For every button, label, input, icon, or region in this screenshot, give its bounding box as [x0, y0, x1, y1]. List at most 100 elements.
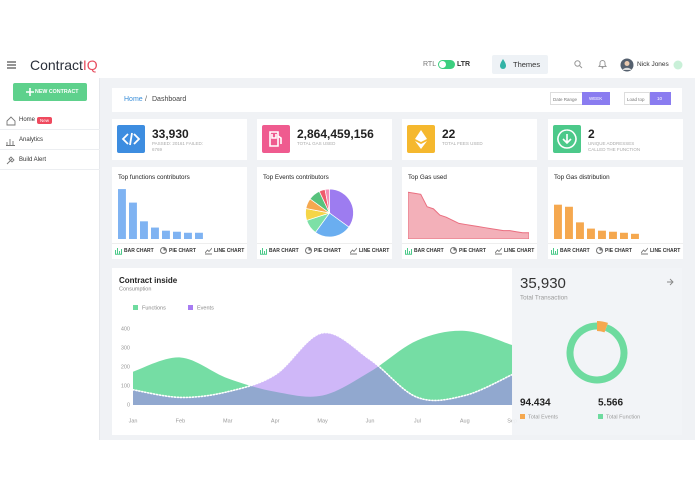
bell-icon[interactable]: [598, 59, 607, 69]
donut-slice: [596, 321, 608, 333]
chart-button[interactable]: BAR CHART: [124, 248, 154, 254]
avatar[interactable]: [620, 58, 634, 72]
direction-toggle[interactable]: [438, 60, 455, 69]
period-label: WEEK: [589, 96, 603, 101]
bar: [162, 230, 170, 239]
summary-total: 35,930: [520, 275, 566, 292]
icon-shape: [6, 139, 15, 146]
icon-shape: [260, 248, 267, 255]
menu-item-icon: [6, 139, 15, 146]
icon-shape: [551, 248, 558, 255]
chart-button[interactable]: PIE CHART: [605, 248, 632, 254]
pie-slice: [329, 188, 354, 228]
card-divider: [112, 243, 247, 244]
menu-icon[interactable]: [7, 61, 16, 69]
menu-divider: [0, 169, 100, 170]
chart-button-icon: [305, 247, 312, 254]
chart-button[interactable]: BAR CHART: [560, 248, 590, 254]
icon-shape: [350, 247, 357, 255]
x-tick-label: May: [317, 418, 328, 424]
x-tick-label: Feb: [176, 418, 185, 424]
date-range-label: Date Range: [553, 97, 578, 102]
menu-item-label[interactable]: Home: [19, 117, 36, 123]
mini-chart: [554, 204, 639, 239]
chart-button-icon: [596, 247, 603, 254]
chart-button[interactable]: LINE CHART: [214, 248, 245, 254]
icon-shape: [415, 130, 427, 149]
logo-accent: IQ: [82, 57, 98, 73]
period-button[interactable]: WEEK: [582, 92, 610, 105]
mini-chart: [408, 191, 529, 239]
status-dot: [673, 60, 683, 70]
stat-icon: [262, 125, 290, 153]
y-tick-label: 300: [121, 345, 130, 351]
area: [408, 191, 529, 239]
chart-title: Top Gas distribution: [554, 174, 610, 181]
x-tick-label: Apr: [271, 418, 280, 424]
bar: [587, 228, 595, 239]
bar: [620, 232, 628, 239]
summary-value: 94.434: [520, 398, 551, 409]
legend-swatch: [188, 305, 193, 310]
icon-shape: [405, 248, 412, 255]
chart-button[interactable]: LINE CHART: [359, 248, 390, 254]
chart-button-icon: [205, 247, 212, 255]
menu-item-label[interactable]: Build Alert: [19, 157, 47, 163]
chart-button-icon: [350, 247, 357, 255]
bar: [576, 222, 584, 239]
logo: ContractIQ: [30, 57, 98, 73]
breadcrumb-current: Dashboard: [152, 96, 187, 103]
breadcrumb-separator: /: [145, 96, 147, 103]
chart-button[interactable]: PIE CHART: [314, 248, 341, 254]
rtl-label[interactable]: RTL: [423, 61, 437, 68]
menu-item-label[interactable]: Analytics: [19, 137, 44, 143]
bar: [184, 232, 192, 239]
chart-button[interactable]: PIE CHART: [169, 248, 196, 254]
series-line: [132, 331, 513, 402]
bar: [140, 221, 148, 239]
chart-button[interactable]: LINE CHART: [504, 248, 535, 254]
top-n-button[interactable]: 10: [650, 92, 671, 105]
chart-title: Contract inside: [119, 276, 178, 285]
chart-button-icon: [115, 248, 122, 255]
user-name[interactable]: Nick Jones: [637, 61, 669, 68]
themes-icon: [500, 59, 506, 69]
card-divider: [548, 243, 683, 244]
chart-button[interactable]: LINE CHART: [650, 248, 681, 254]
bar: [609, 231, 617, 239]
icon-shape: [6, 116, 16, 126]
breadcrumb-home[interactable]: Home: [124, 96, 143, 103]
date-range-select[interactable]: Date Range: [550, 92, 583, 105]
menu-divider: [0, 149, 100, 150]
ltr-label[interactable]: LTR: [457, 61, 471, 68]
series-area: [133, 332, 513, 405]
load-top-label: Load top: [627, 97, 645, 102]
summary-title: Total Transaction: [520, 295, 568, 302]
summary-value: 5.566: [598, 398, 623, 409]
summary-panel: [512, 268, 682, 435]
stat-value: 33,930: [152, 127, 189, 141]
x-tick-label: Jul: [414, 418, 421, 424]
icon-shape: [557, 129, 577, 149]
menu-badge: New: [37, 117, 53, 124]
chart-button[interactable]: PIE CHART: [459, 248, 486, 254]
chart-button[interactable]: BAR CHART: [269, 248, 299, 254]
chart-button[interactable]: BAR CHART: [414, 248, 444, 254]
themes-button[interactable]: [492, 55, 548, 74]
themes-label[interactable]: Themes: [513, 60, 541, 69]
bar: [598, 230, 606, 239]
load-top-select[interactable]: Load top: [624, 92, 650, 105]
search-icon[interactable]: [574, 60, 583, 69]
icon-shape: [599, 247, 603, 251]
card-divider: [402, 243, 537, 244]
stat-label: PASSED: 20161 FAILED: 6769: [152, 141, 203, 152]
new-contract-label[interactable]: NEW CONTRACT: [35, 89, 79, 95]
icon-shape: [641, 247, 648, 255]
chart-button-icon: [450, 247, 457, 254]
top-n-label: 10: [657, 96, 663, 101]
legend-swatch: [133, 305, 138, 310]
new-contract-button[interactable]: [13, 83, 87, 101]
bar: [195, 232, 203, 239]
